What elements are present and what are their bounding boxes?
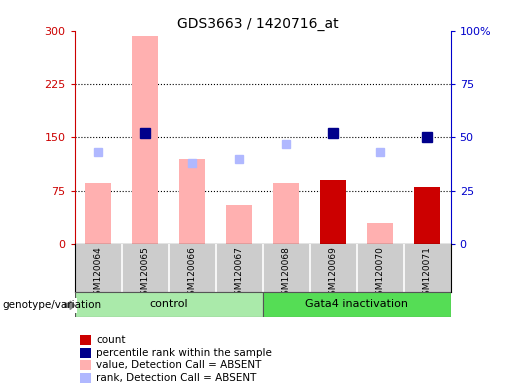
Text: GSM120065: GSM120065: [141, 246, 150, 301]
Bar: [320, 180, 346, 244]
Text: GSM120070: GSM120070: [375, 246, 385, 301]
Bar: [367, 223, 393, 244]
Text: percentile rank within the sample: percentile rank within the sample: [96, 348, 272, 358]
Bar: [179, 159, 205, 244]
FancyArrow shape: [65, 301, 75, 310]
Text: GSM120066: GSM120066: [187, 246, 197, 301]
Text: rank, Detection Call = ABSENT: rank, Detection Call = ABSENT: [96, 373, 256, 383]
Bar: [85, 184, 111, 244]
Text: GSM120064: GSM120064: [94, 246, 102, 301]
Text: value, Detection Call = ABSENT: value, Detection Call = ABSENT: [96, 360, 262, 370]
Text: count: count: [96, 335, 126, 345]
Bar: [132, 36, 158, 244]
Text: control: control: [149, 299, 188, 310]
Bar: [273, 184, 299, 244]
Text: genotype/variation: genotype/variation: [3, 300, 101, 310]
Bar: [263, 292, 451, 317]
Bar: [226, 205, 252, 244]
Text: GSM120068: GSM120068: [282, 246, 290, 301]
Bar: [414, 187, 440, 244]
Text: GSM120069: GSM120069: [329, 246, 338, 301]
Text: GDS3663 / 1420716_at: GDS3663 / 1420716_at: [177, 17, 338, 31]
Text: GSM120071: GSM120071: [423, 246, 432, 301]
Text: GSM120067: GSM120067: [235, 246, 244, 301]
Text: Gata4 inactivation: Gata4 inactivation: [305, 299, 408, 310]
Bar: [75, 292, 263, 317]
